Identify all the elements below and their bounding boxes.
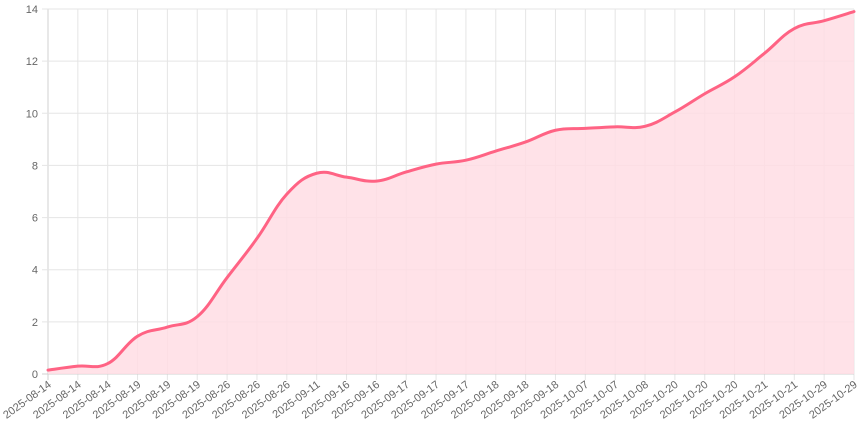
y-tick-label: 12 — [26, 56, 38, 68]
data-point — [75, 363, 81, 369]
line-layer — [45, 9, 857, 373]
data-point — [791, 26, 797, 32]
data-point — [194, 314, 200, 320]
data-point — [523, 139, 529, 145]
data-point — [702, 91, 708, 97]
data-point — [582, 125, 588, 131]
data-point — [45, 367, 51, 373]
data-point — [403, 169, 409, 175]
x-axis-ticks: 2025-08-142025-08-142025-08-142025-08-19… — [1, 379, 860, 422]
y-tick-label: 8 — [32, 160, 38, 172]
data-point — [105, 361, 111, 367]
series-line — [46, 10, 856, 372]
y-tick-label: 2 — [32, 317, 38, 329]
data-point — [851, 9, 857, 15]
data-point — [761, 50, 767, 56]
y-tick-label: 4 — [32, 265, 38, 277]
data-point — [373, 178, 379, 184]
data-point — [254, 235, 260, 241]
data-point — [732, 74, 738, 80]
y-axis-ticks: 0 2 4 6 8 10 12 14 — [26, 4, 38, 381]
area-layer — [48, 11, 854, 374]
data-point — [135, 333, 141, 339]
data-point — [314, 170, 320, 176]
data-point — [642, 123, 648, 129]
data-point — [344, 174, 350, 180]
data-point — [463, 157, 469, 163]
data-point — [493, 148, 499, 154]
y-tick-label: 10 — [26, 108, 38, 120]
data-point — [672, 109, 678, 115]
y-tick-label: 6 — [32, 213, 38, 225]
data-point — [433, 161, 439, 167]
data-point — [612, 124, 618, 130]
data-point — [284, 191, 290, 197]
series-area-fill — [48, 11, 854, 374]
y-tick-label: 0 — [32, 369, 38, 381]
data-point — [552, 127, 558, 133]
data-point — [164, 324, 170, 330]
data-point — [224, 275, 230, 281]
data-point — [821, 18, 827, 24]
y-tick-label: 14 — [26, 4, 38, 16]
